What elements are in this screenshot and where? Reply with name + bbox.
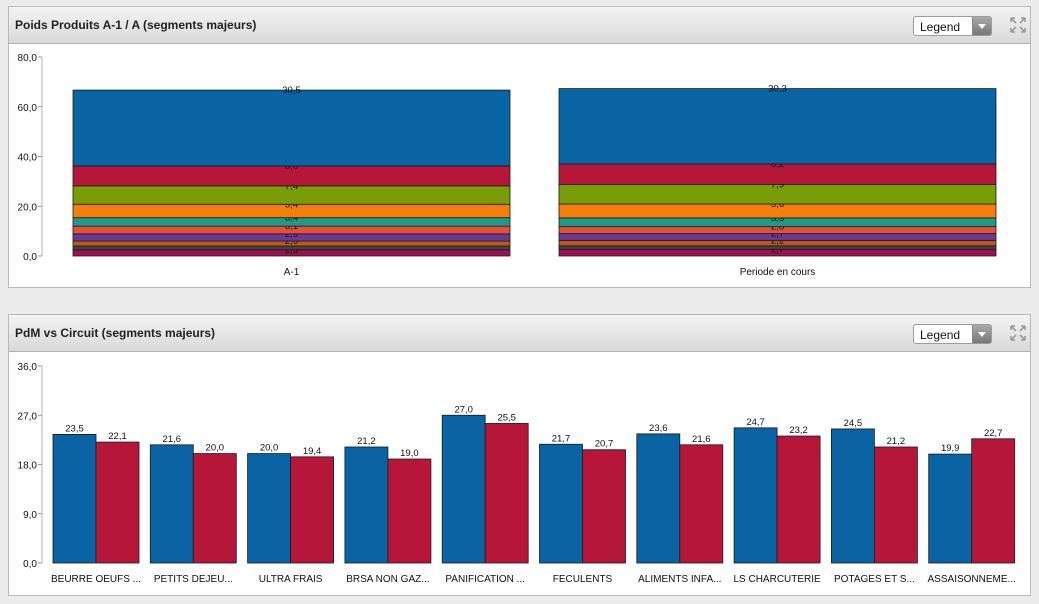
bar (679, 444, 724, 564)
bar (192, 453, 237, 564)
y-tick-label: 20,0 (18, 202, 38, 213)
x-category-label: BEURRE OEUFS ... (51, 574, 141, 585)
data-label: 2,2 (771, 235, 784, 246)
data-label: 5,6 (771, 199, 784, 210)
y-tick-label: 40,0 (18, 153, 38, 164)
data-label: 21,6 (163, 434, 182, 445)
y-tick-label: 0,0 (23, 252, 37, 263)
bar (636, 433, 681, 564)
data-label: 27,0 (454, 404, 473, 415)
panel-header: PdM vs Circuit (segments majeurs) Legend (9, 315, 1030, 352)
bar (52, 434, 97, 564)
legend-dropdown[interactable]: Legend (913, 16, 992, 36)
stacked-bar-chart: 0,0 20,0 40,0 60,0 80,0 2,52,02,93,13,4 5,4 7,4… (18, 53, 997, 278)
data-label: 2,0 (285, 236, 298, 247)
x-category-label: Periode en cours (740, 267, 816, 278)
data-label: 2,7 (771, 229, 784, 240)
x-category-label: POTAGES ET S... (834, 574, 915, 585)
panel-title: PdM vs Circuit (segments majeurs) (15, 326, 216, 340)
data-label: 21,2 (357, 436, 376, 447)
data-label: 24,7 (746, 417, 765, 428)
bar (441, 414, 486, 564)
x-category-label: ULTRA FRAIS (259, 574, 323, 585)
bar (971, 438, 1016, 564)
y-tick-label: 80,0 (18, 53, 38, 64)
bar (95, 441, 140, 564)
legend-dropdown-label: Legend (920, 20, 961, 34)
chevron-down-icon[interactable] (972, 325, 991, 343)
x-category-label: BRSA NON GAZ... (346, 574, 429, 585)
stacked-bar-segment (558, 88, 997, 165)
data-label: 3,4 (285, 213, 298, 224)
y-tick-label: 18,0 (18, 461, 38, 472)
y-tick-label: 27,0 (18, 411, 38, 422)
panel-poids-produits: Poids Produits A-1 / A (segments majeurs… (8, 6, 1031, 288)
legend-dropdown-label: Legend (920, 328, 961, 342)
y-tick-label: 9,0 (23, 510, 37, 521)
x-category-label: ASSAISONNEME... (928, 574, 1016, 585)
expand-icon[interactable] (1009, 324, 1027, 342)
panel-pdm-circuit: PdM vs Circuit (segments majeurs) Legend… (8, 314, 1031, 596)
data-label: 21,6 (692, 434, 711, 445)
stacked-bar-segment (72, 89, 511, 167)
data-label: 8,2 (771, 159, 784, 170)
panel-header: Poids Produits A-1 / A (segments majeurs… (9, 7, 1030, 44)
data-label: 23,6 (649, 423, 668, 434)
bar (582, 449, 626, 564)
y-tick-label: 36,0 (18, 362, 38, 373)
x-category-label: ALIMENTS INFA... (638, 574, 721, 585)
x-category-label: PETITS DEJEU... (154, 574, 233, 585)
legend-dropdown[interactable]: Legend (913, 324, 992, 344)
data-label: 2,9 (285, 229, 298, 240)
expand-icon[interactable] (1009, 16, 1027, 34)
bar (247, 453, 292, 564)
bar (290, 456, 335, 564)
bar (874, 446, 918, 564)
data-label: 20,7 (595, 439, 614, 450)
y-tick-label: 0,0 (23, 559, 37, 570)
bar (831, 428, 875, 564)
x-category-label: LS CHARCUTERIE (733, 574, 821, 585)
bar (928, 453, 973, 564)
data-label: 7,9 (771, 179, 784, 190)
data-label: 22,1 (108, 431, 127, 442)
x-category-label: FECULENTS (553, 574, 613, 585)
data-label: 19,4 (303, 446, 322, 457)
data-label: 2,8 (771, 222, 784, 233)
data-label: 21,7 (552, 433, 571, 444)
grouped-bar-chart: 0,0 9,0 18,0 27,0 36,0 23,5 22,1 BEURRE OEUFS .… (18, 362, 1016, 585)
data-label: 21,2 (887, 436, 906, 447)
data-label: 19,0 (400, 448, 419, 459)
data-label: 23,5 (65, 423, 84, 434)
x-category-label: A-1 (284, 267, 300, 278)
data-label: 8,0 (285, 161, 298, 172)
bar (484, 423, 529, 564)
data-label: 20,0 (260, 443, 279, 454)
chevron-down-icon[interactable] (972, 17, 991, 35)
bar (387, 458, 432, 564)
data-label: 19,9 (941, 443, 960, 454)
data-label: 3,1 (285, 221, 298, 232)
x-category-label: PANIFICATION ... (445, 574, 525, 585)
data-label: 22,7 (984, 428, 1003, 439)
data-label: 30,5 (282, 85, 301, 96)
panel-title: Poids Produits A-1 / A (segments majeurs… (15, 18, 257, 32)
y-tick-label: 60,0 (18, 103, 38, 114)
data-label: 5,4 (285, 199, 298, 210)
data-label: 20,0 (206, 443, 225, 454)
data-label: 7,4 (285, 181, 298, 192)
data-label: 2,7 (771, 244, 784, 255)
data-label: 2,5 (285, 245, 298, 256)
bar (149, 444, 194, 564)
data-label: 30,3 (768, 84, 787, 95)
bar (344, 446, 389, 564)
bar (733, 427, 778, 564)
data-label: 3,5 (771, 213, 784, 224)
data-label: 23,2 (789, 425, 808, 436)
bar (776, 435, 821, 564)
data-label: 25,5 (497, 412, 516, 423)
bar (539, 443, 583, 564)
data-label: 24,5 (844, 418, 863, 429)
